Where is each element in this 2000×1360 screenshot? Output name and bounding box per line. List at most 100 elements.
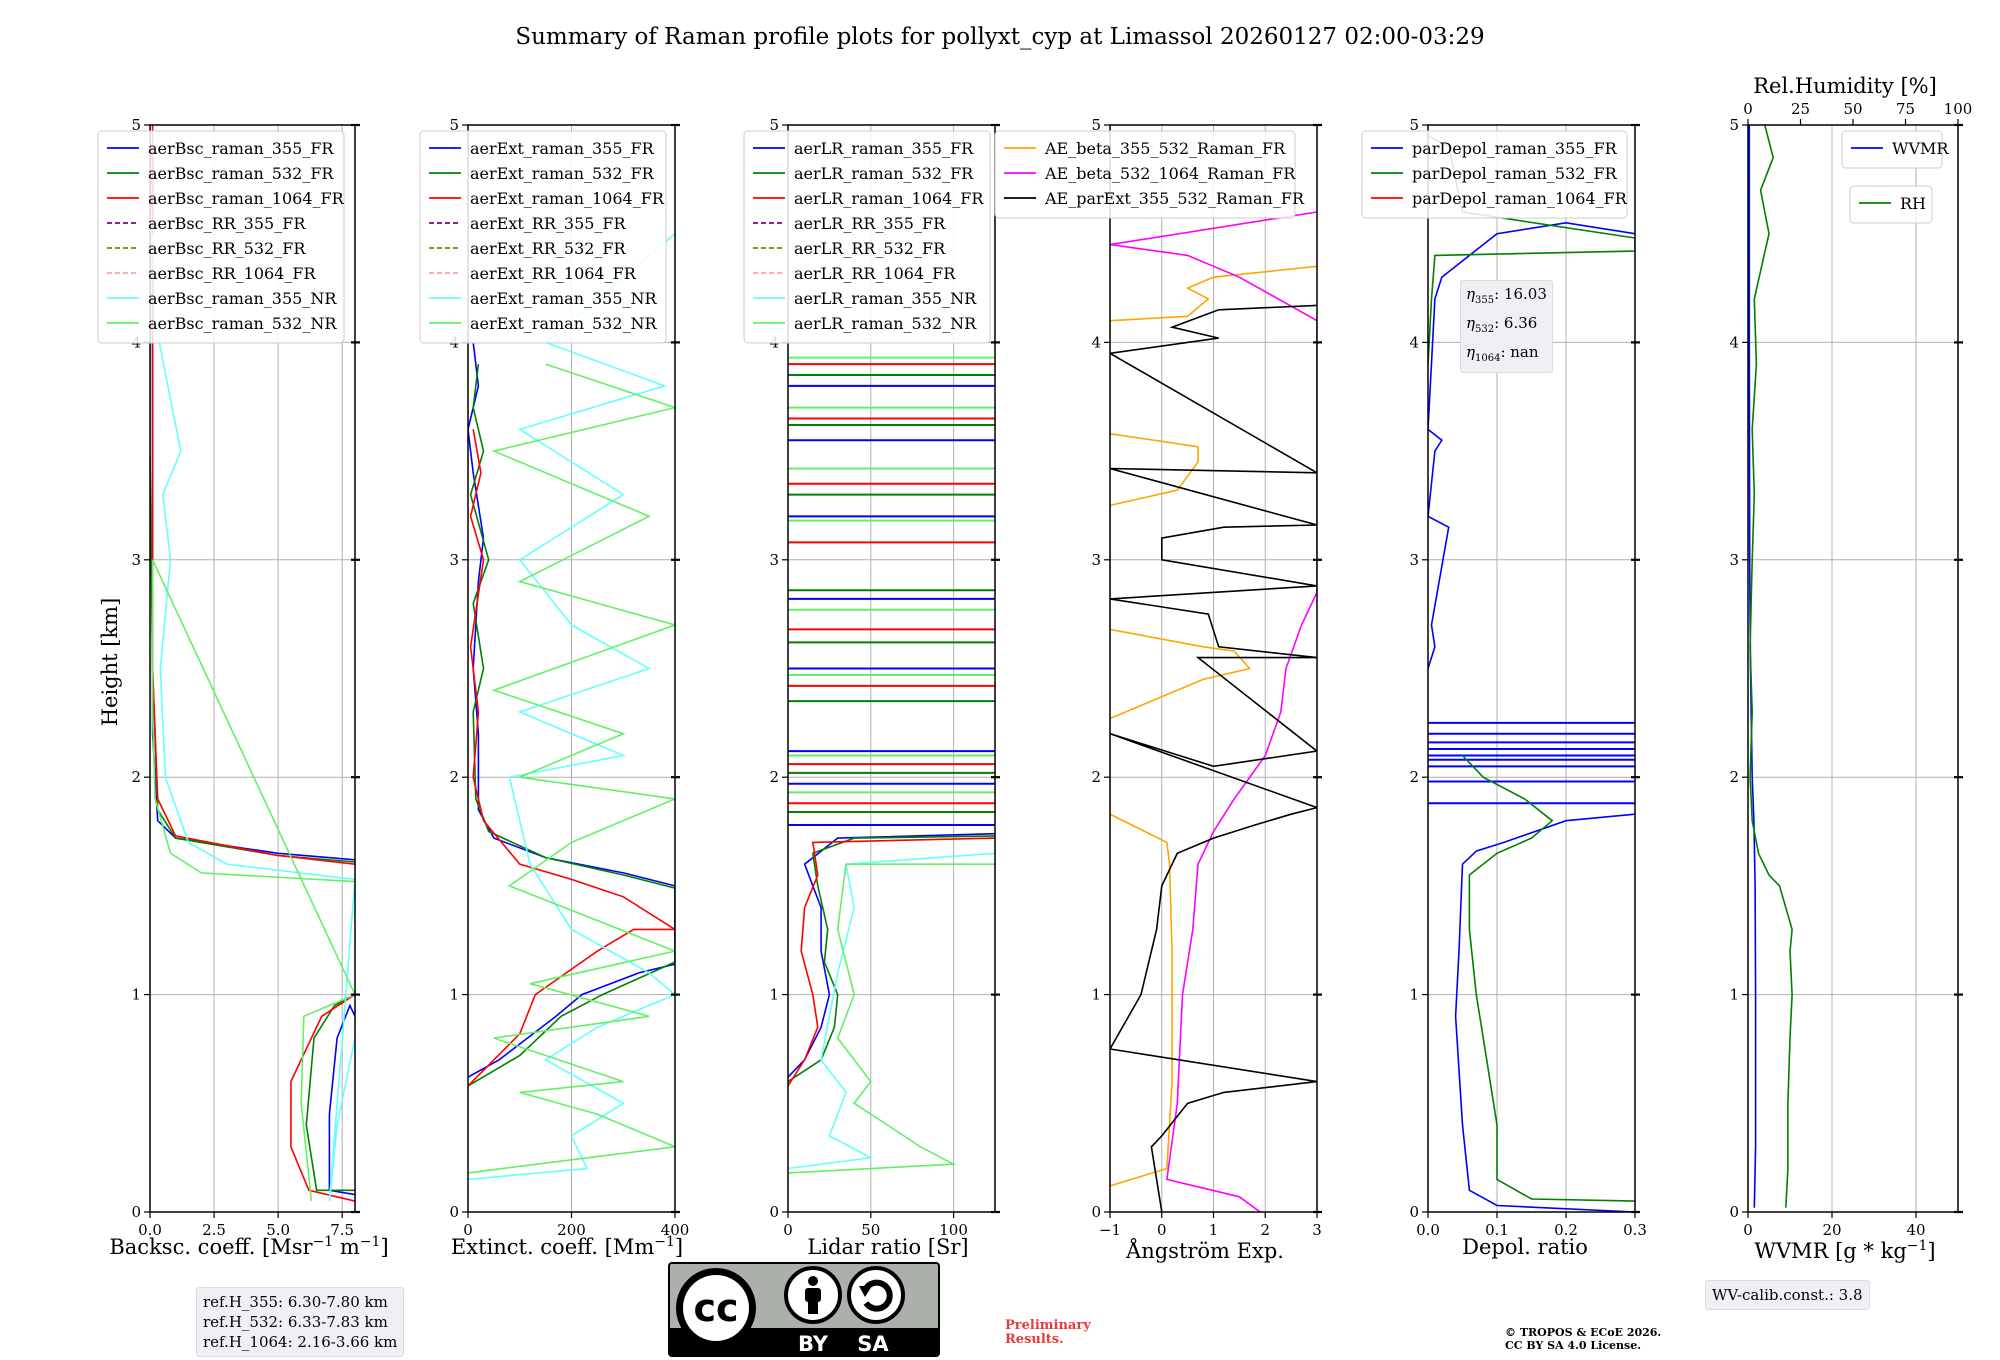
bsc-series-aerBsc_raman_532_NR bbox=[151, 559, 355, 1202]
bsc-legend-frame bbox=[97, 130, 345, 344]
rh-x-tick-label: 75 bbox=[1896, 100, 1915, 118]
bsc-legend-label: aerBsc_RR_532_FR bbox=[148, 239, 306, 258]
eta-355: η355: 16.03 bbox=[1466, 285, 1547, 306]
rh-x-label: Rel.Humidity [%] bbox=[1753, 74, 1937, 98]
lr-legend-label: aerLR_raman_1064_FR bbox=[794, 189, 984, 208]
figure-title: Summary of Raman profile plots for polly… bbox=[515, 24, 1484, 50]
bsc-y-tick-label: 2 bbox=[131, 768, 141, 786]
rh-x-tick-label: 50 bbox=[1843, 100, 1862, 118]
depol-y-tick-label: 5 bbox=[1409, 116, 1419, 134]
bsc-x-tick-label: 0.0 bbox=[138, 1221, 162, 1239]
depol-legend-label: parDepol_raman_532_FR bbox=[1412, 164, 1618, 183]
ae-legend-label: AE_parExt_355_532_Raman_FR bbox=[1044, 189, 1305, 208]
ae-y-tick-label: 0 bbox=[1091, 1203, 1101, 1221]
ae-y-tick-label: 1 bbox=[1091, 986, 1101, 1004]
depol-x-tick-label: 0.1 bbox=[1485, 1221, 1509, 1239]
ext-series-aerExt_raman_532_NR bbox=[468, 363, 675, 1174]
rh-x-tick-label: 25 bbox=[1791, 100, 1810, 118]
rh-x-tick-label: 100 bbox=[1944, 100, 1973, 118]
wv-calib-box: WV-calib.const.: 3.8 bbox=[1705, 1280, 1870, 1310]
lr-series-aerLR_raman_355_FR bbox=[788, 832, 995, 1078]
lr-y-tick-label: 1 bbox=[769, 986, 779, 1004]
lr-y-tick-label: 3 bbox=[769, 551, 779, 569]
ae-y-tick-label: 4 bbox=[1091, 333, 1101, 351]
cc-license-badge[interactable]: cc BY SA bbox=[668, 1262, 940, 1357]
bsc-x-tick-label: 5.0 bbox=[266, 1221, 290, 1239]
eta-1064: η1064: nan bbox=[1466, 343, 1539, 364]
ext-legend-label: aerExt_raman_355_NR bbox=[470, 289, 658, 308]
wv-legend-label: WVMR bbox=[1892, 139, 1949, 158]
ae-series-AE_parExt_355_532_Raman_FR bbox=[1110, 304, 1317, 1212]
depol-y-tick-label: 4 bbox=[1409, 333, 1419, 351]
bsc-legend-label: aerBsc_raman_355_NR bbox=[148, 289, 337, 308]
ext-legend-label: aerExt_RR_1064_FR bbox=[470, 264, 637, 283]
bsc-series-aerBsc_raman_355_NR bbox=[151, 233, 355, 1202]
bsc-x-tick-label: 2.5 bbox=[202, 1221, 226, 1239]
depol-x-tick-label: 0.0 bbox=[1416, 1221, 1440, 1239]
lr-legend-label: aerLR_raman_532_NR bbox=[794, 314, 977, 333]
ae-x-tick-label: −1 bbox=[1099, 1221, 1121, 1239]
depol-y-tick-label: 0 bbox=[1409, 1203, 1419, 1221]
ae-y-tick-label: 3 bbox=[1091, 551, 1101, 569]
wv-y-tick-label: 3 bbox=[1729, 551, 1739, 569]
bsc-y-tick-label: 5 bbox=[131, 116, 141, 134]
ae-legend-frame bbox=[994, 130, 1296, 219]
depol-y-tick-label: 3 bbox=[1409, 551, 1419, 569]
ae-legend-label: AE_beta_355_532_Raman_FR bbox=[1044, 139, 1286, 158]
ae-series-AE_beta_532_1064_Raman_FR bbox=[1110, 211, 1317, 1212]
lr-y-tick-label: 5 bbox=[769, 116, 779, 134]
depol-legend-frame bbox=[1361, 130, 1628, 219]
lr-legend-label: aerLR_raman_532_FR bbox=[794, 164, 974, 183]
ext-legend-label: aerExt_raman_532_NR bbox=[470, 314, 658, 333]
ext-y-tick-label: 2 bbox=[449, 768, 459, 786]
ae-x-tick-label: 1 bbox=[1209, 1221, 1219, 1239]
lr-legend-frame bbox=[743, 130, 991, 344]
bsc-x-label: Backsc. coeff. [Msr−1 m−1] bbox=[109, 1234, 388, 1259]
lr-legend-label: aerLR_raman_355_NR bbox=[794, 289, 977, 308]
wv-y-tick-label: 4 bbox=[1729, 333, 1739, 351]
bsc-y-tick-label: 3 bbox=[131, 551, 141, 569]
eta-532: η532: 6.36 bbox=[1466, 314, 1538, 335]
ext-legend-label: aerExt_raman_355_FR bbox=[470, 139, 655, 158]
panels: 0.02.55.07.50123450200400012345050100012… bbox=[97, 100, 1973, 1239]
depol-series-parDepol_raman_355_FR bbox=[1454, 813, 1635, 1212]
rh-legend-frame bbox=[1849, 185, 1933, 224]
lr-series-aerLR_raman_355_NR bbox=[788, 852, 995, 1170]
ext-legend-label: aerExt_raman_532_FR bbox=[470, 164, 655, 183]
lr-panel: 050100012345 bbox=[769, 116, 1000, 1239]
rh-x-tick-label: 0 bbox=[1743, 100, 1753, 118]
bsc-legend-label: aerBsc_raman_1064_FR bbox=[148, 189, 345, 208]
bsc-legend-label: aerBsc_RR_355_FR bbox=[148, 214, 306, 233]
wv-y-tick-label: 0 bbox=[1729, 1203, 1739, 1221]
ae-x-tick-label: 3 bbox=[1312, 1221, 1322, 1239]
bsc-legend-label: aerBsc_raman_532_NR bbox=[148, 314, 337, 333]
ref-height-1064: ref.H_1064: 2.16-3.66 km bbox=[203, 1333, 398, 1351]
wv-legend: WVMR bbox=[1841, 130, 1949, 169]
bsc-series-aerBsc_raman_532_FR bbox=[305, 993, 355, 1192]
wv-series-WVMR bbox=[1748, 125, 1757, 1208]
bsc-frame bbox=[149, 124, 356, 1213]
depol-frame bbox=[1427, 124, 1636, 1213]
lr-x-tick-label: 0 bbox=[783, 1221, 793, 1239]
lr-legend-label: aerLR_RR_1064_FR bbox=[794, 264, 956, 283]
lr-series-aerLR_raman_1064_FR bbox=[788, 837, 995, 1087]
lr-frame bbox=[787, 124, 996, 1213]
ae-y-tick-label: 2 bbox=[1091, 768, 1101, 786]
ext-legend-label: aerExt_raman_1064_FR bbox=[470, 189, 665, 208]
cc-by-label: BY bbox=[798, 1332, 829, 1356]
bsc-x-tick-label: 7.5 bbox=[330, 1221, 354, 1239]
ext-x-tick-label: 0 bbox=[463, 1221, 473, 1239]
lr-legend-label: aerLR_RR_532_FR bbox=[794, 239, 946, 258]
preliminary-note: Preliminary Results. bbox=[1005, 1318, 1091, 1347]
eta-box: η355: 16.03 η532: 6.36 η1064: nan bbox=[1460, 280, 1553, 373]
copyright-note: © TROPOS & ECoE 2026. CC BY SA 4.0 Licen… bbox=[1505, 1326, 1662, 1352]
depol-series-parDepol_raman_532_FR bbox=[1461, 754, 1635, 1202]
ae-x-tick-label: 2 bbox=[1260, 1221, 1270, 1239]
ext-legend-frame bbox=[419, 130, 667, 344]
lr-legend: aerLR_raman_355_FR aerLR_raman_532_FR aerL… bbox=[743, 130, 991, 344]
ext-x-tick-label: 400 bbox=[661, 1221, 690, 1239]
ext-legend: aerExt_raman_355_FR aerExt_raman_532_FRae… bbox=[419, 130, 667, 344]
bsc-legend-label: aerBsc_RR_1064_FR bbox=[148, 264, 317, 283]
ext-legend-label: aerExt_RR_355_FR bbox=[470, 214, 627, 233]
